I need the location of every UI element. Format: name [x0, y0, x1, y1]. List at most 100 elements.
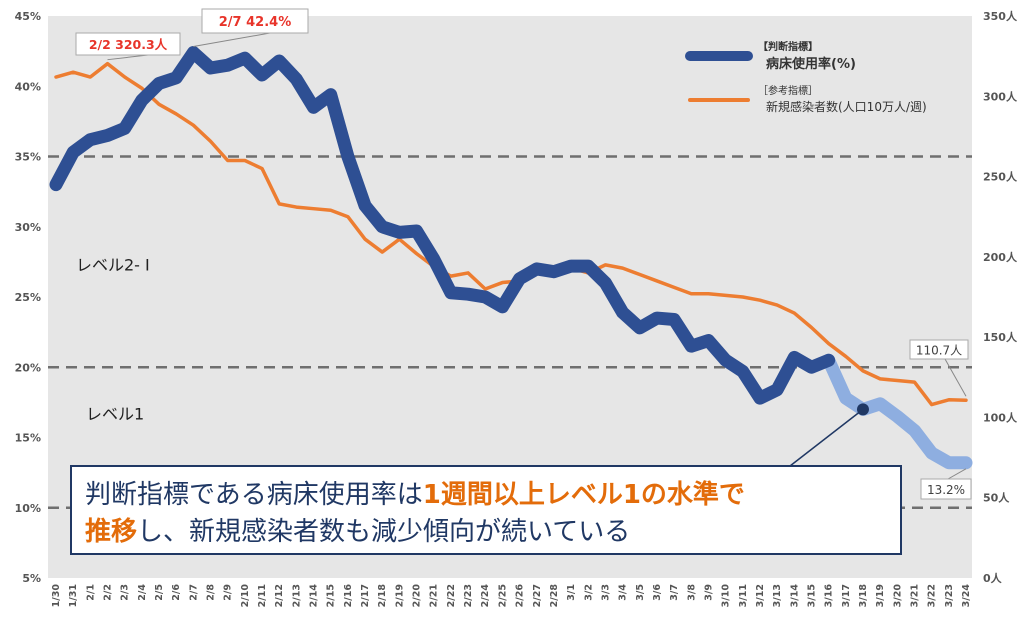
- x-tick-label: 3/21: [909, 584, 920, 607]
- x-tick-label: 2/2: [103, 584, 114, 601]
- x-tick-label: 2/19: [394, 584, 405, 607]
- callout: 13.2%: [920, 468, 972, 500]
- y-right-tick-label: 150人: [983, 330, 1018, 344]
- x-tick-label: 3/14: [789, 584, 800, 608]
- callout-label: 110.7人: [916, 344, 962, 358]
- x-tick-label: 2/4: [137, 584, 148, 601]
- y-right-tick-label: 300人: [983, 89, 1018, 103]
- legend-label: 病床使用率(%): [766, 56, 856, 72]
- x-tick-label: 2/6: [171, 584, 182, 601]
- y-left-tick-label: 45%: [15, 10, 41, 23]
- callout: 110.7人: [909, 339, 969, 397]
- callout-label: 2/7 42.4%: [219, 15, 291, 30]
- x-tick-label: 2/22: [446, 584, 457, 607]
- y-left-tick-label: 30%: [15, 221, 41, 234]
- x-tick-label: 3/7: [669, 584, 680, 601]
- y-left-tick-label: 10%: [15, 502, 41, 515]
- x-tick-label: 3/23: [944, 584, 955, 607]
- y-right-tick-label: 0人: [983, 571, 1003, 585]
- y-left-tick-label: 25%: [15, 291, 41, 304]
- y-left-tick-label: 15%: [15, 432, 41, 445]
- x-tick-label: 3/12: [755, 584, 766, 607]
- legend-tag: 【判断指標】: [758, 40, 818, 53]
- series-line-bed-usage: [49, 46, 836, 405]
- x-tick-label: 2/15: [326, 584, 337, 607]
- x-tick-label: 2/1: [85, 584, 96, 601]
- x-tick-label: 2/5: [154, 584, 165, 601]
- summary-text: し、新規感染者数も減少傾向が続いている: [137, 517, 630, 547]
- x-tick-label: 3/20: [892, 584, 903, 608]
- callout-leader: [947, 468, 967, 480]
- x-tick-label: 2/9: [223, 584, 234, 601]
- callout: 2/2 320.3人: [75, 32, 181, 61]
- y-left-tick-label: 20%: [15, 361, 41, 374]
- zone-label: レベル2- Ⅰ: [76, 256, 150, 275]
- summary-line-2: 推移し、新規感染者数も減少傾向が続いている: [85, 517, 630, 547]
- x-tick-label: 2/18: [377, 584, 388, 608]
- x-tick-label: 3/1: [566, 584, 577, 601]
- x-tick-label: 2/25: [497, 584, 508, 607]
- x-tick-label: 2/13: [291, 584, 302, 607]
- x-tick-label: 2/7: [188, 584, 199, 601]
- x-tick-label: 2/3: [120, 584, 131, 601]
- y-left-tick-label: 5%: [22, 572, 41, 585]
- x-tick-label: 3/2: [583, 584, 594, 601]
- callout-leader: [193, 32, 271, 48]
- x-tick-label: 2/8: [206, 584, 217, 601]
- summary-marker: [856, 403, 869, 416]
- callout-box: [75, 32, 181, 56]
- x-tick-label: 3/24: [961, 584, 972, 608]
- callout: 2/7 42.4%: [193, 8, 309, 48]
- x-tick-label: 3/22: [927, 584, 938, 607]
- x-tick-label: 3/4: [618, 584, 629, 601]
- x-tick-label: 3/15: [806, 584, 817, 607]
- x-tick-label: 3/3: [600, 584, 611, 601]
- x-tick-label: 2/28: [549, 584, 560, 608]
- x-tick-label: 3/17: [841, 584, 852, 607]
- x-tick-label: 2/10: [240, 584, 251, 608]
- legend-tag: ［参考指標］: [758, 84, 818, 97]
- x-tick-label: 3/11: [738, 584, 749, 607]
- x-tick-label: 2/26: [515, 584, 526, 608]
- x-tick-label: 3/19: [875, 584, 886, 607]
- y-right-tick-label: 200人: [983, 250, 1018, 264]
- y-left-tick-label: 35%: [15, 151, 41, 164]
- y-right-tick-label: 350人: [983, 9, 1018, 23]
- x-tick-label: 3/5: [635, 584, 646, 601]
- x-tick-label: 3/9: [703, 584, 714, 601]
- x-tick-label: 2/27: [532, 584, 543, 607]
- x-tick-label: 2/21: [429, 584, 440, 607]
- x-tick-label: 3/16: [824, 584, 835, 608]
- callout-leader: [107, 54, 149, 61]
- x-tick-label: 2/23: [463, 584, 474, 607]
- x-tick-label: 2/11: [257, 584, 268, 607]
- y-left-tick-label: 40%: [15, 80, 41, 93]
- x-tick-label: 2/20: [412, 584, 423, 608]
- legend: 【判断指標】病床使用率(%) ［参考指標］ 新規感染者数(人口10万人/週): [685, 40, 927, 114]
- y-right-tick-label: 100人: [983, 410, 1018, 424]
- x-tick-label: 2/12: [274, 584, 285, 607]
- summary-line-1: 判断指標である病床使用率は1週間以上レベル1の水準で: [85, 479, 745, 510]
- x-tick-label: 3/18: [858, 584, 869, 608]
- x-tick-label: 1/30: [51, 584, 62, 608]
- callout-label: 2/2 320.3人: [89, 37, 168, 52]
- callout-label: 13.2%: [927, 483, 965, 497]
- summary-box-frame: [70, 465, 902, 555]
- summary-box: 判断指標である病床使用率は1週間以上レベル1の水準で推移し、新規感染者数も減少傾…: [70, 465, 902, 555]
- x-tick-label: 3/8: [686, 584, 697, 601]
- callout-box: [920, 478, 972, 500]
- callout-box: [201, 8, 309, 34]
- x-tick-label: 3/13: [772, 584, 783, 607]
- x-tick-label: 2/14: [309, 584, 320, 608]
- series-line-bed-usage-recent: [822, 353, 973, 470]
- x-tick-label: 1/31: [68, 584, 79, 607]
- x-tick-label: 3/10: [721, 584, 732, 608]
- y-right-tick-label: 50人: [983, 491, 1010, 505]
- zone-label: レベル1: [86, 405, 144, 424]
- legend-label: 新規感染者数(人口10万人/週): [766, 99, 927, 114]
- x-tick-label: 2/17: [360, 584, 371, 607]
- summary-leader: [789, 408, 864, 467]
- callout-leader: [944, 358, 967, 397]
